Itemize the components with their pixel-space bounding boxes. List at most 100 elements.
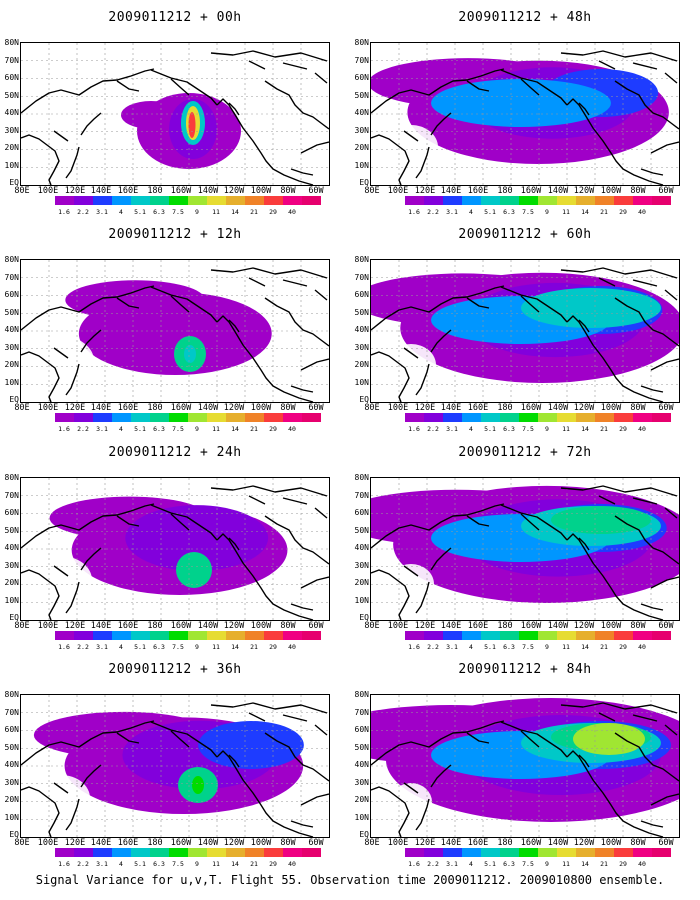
latitude-label: 60N — [4, 290, 19, 299]
colorbar-label: 5.1 — [484, 643, 496, 651]
map-panel: 2009011212 + 00h 80N 70N 60N 50N 40N 30N 20N 10… — [0, 0, 350, 222]
colorbar-swatch — [207, 848, 226, 857]
colorbar-label: 5.1 — [134, 860, 146, 868]
colorbar-label: 9 — [195, 425, 199, 433]
colorbar-swatch — [519, 196, 538, 205]
colorbar-swatch — [576, 196, 595, 205]
longitude-label: 120E — [64, 621, 86, 631]
longitude-label: 120E — [64, 186, 86, 196]
colorbar-label: 3.1 — [446, 643, 458, 651]
colorbar-label: 21 — [250, 208, 258, 216]
colorbar-swatch — [595, 196, 614, 205]
colorbar-label: 6.3 — [153, 425, 165, 433]
colorbar-swatch — [462, 631, 481, 640]
latitude-label: 80N — [4, 255, 19, 264]
latitude-label: 80N — [354, 473, 369, 482]
colorbar-label: 29 — [619, 425, 627, 433]
latitude-label: 70N — [354, 55, 369, 65]
colorbar-label: 11 — [562, 425, 570, 433]
colorbar-swatch — [93, 196, 112, 205]
colorbar-swatch — [207, 413, 226, 422]
latitude-label: 60N — [354, 508, 369, 517]
colorbar-label: 4 — [119, 643, 123, 651]
colorbar-swatch — [283, 413, 302, 422]
longitude-label: 160E — [117, 621, 139, 631]
colorbar-label: 7.5 — [522, 425, 534, 433]
longitude-label: 180 — [497, 621, 513, 631]
colorbar-label: 40 — [288, 425, 296, 433]
latitude-label: EQ — [9, 178, 19, 187]
colorbar-label: 6.3 — [153, 860, 165, 868]
colorbar-swatch — [283, 196, 302, 205]
colorbar-swatch — [226, 631, 245, 640]
longitude-label: 120E — [414, 838, 436, 848]
colorbar-swatch — [557, 631, 576, 640]
latitude-label: 50N — [4, 307, 19, 317]
longitude-label: 180 — [147, 186, 163, 196]
latitude-label: 10N — [354, 160, 369, 170]
variance-map — [370, 259, 680, 403]
colorbar-swatch — [443, 196, 462, 205]
colorbar-label: 11 — [212, 425, 220, 433]
longitude-label: 160E — [467, 838, 489, 848]
latitude-label: EQ — [359, 830, 369, 839]
latitude-label: 70N — [4, 272, 19, 282]
latitude-label: 10N — [354, 377, 369, 387]
longitude-label: 120W — [223, 186, 245, 196]
colorbar-swatch — [93, 848, 112, 857]
latitude-label: 60N — [4, 725, 19, 734]
latitude-label: 10N — [4, 377, 19, 387]
colorbar-label: 14 — [581, 860, 589, 868]
longitude-label: 100W — [250, 403, 272, 413]
latitude-label: 60N — [354, 290, 369, 299]
longitude-label: 100E — [387, 403, 409, 413]
colorbar-label: 40 — [638, 860, 646, 868]
colorbar-label: 9 — [545, 860, 549, 868]
variance-map — [20, 694, 330, 838]
panel-title: 2009011212 + 48h — [458, 10, 592, 25]
colorbar-swatch — [55, 631, 74, 640]
longitude-label: 140W — [197, 186, 219, 196]
colorbar-label: 14 — [231, 425, 239, 433]
colorbar-label: 21 — [250, 425, 258, 433]
longitude-label: 180 — [497, 838, 513, 848]
colorbar-label: 21 — [600, 425, 608, 433]
colorbar-label: 11 — [562, 643, 570, 651]
colorbar-label: 5.1 — [484, 860, 496, 868]
variance-map — [20, 42, 330, 186]
colorbar-swatch — [55, 848, 74, 857]
colorbar-label: 11 — [212, 643, 220, 651]
longitude-label: 60W — [308, 403, 324, 413]
longitude-label: 160E — [117, 838, 139, 848]
latitude-label: 50N — [354, 90, 369, 100]
colorbar-label: 14 — [581, 425, 589, 433]
colorbar-label: 21 — [600, 643, 608, 651]
map-panel: 2009011212 + 60h 80N 70N 60N 50N 40N 30N 20N 10… — [350, 217, 700, 439]
colorbar-label: 6.3 — [503, 860, 515, 868]
colorbar-swatch — [302, 631, 321, 640]
longitude-label: 80W — [630, 403, 646, 413]
colorbar-swatch — [55, 413, 74, 422]
latitude-label: 20N — [354, 795, 369, 804]
longitude-label: 180 — [497, 186, 513, 196]
latitude-label: EQ — [9, 613, 19, 622]
colorbar-swatch — [595, 631, 614, 640]
colorbar-label: 40 — [288, 643, 296, 651]
colorbar-swatch — [405, 631, 424, 640]
colorbar-swatch — [264, 196, 283, 205]
panel-title: 2009011212 + 12h — [108, 227, 242, 242]
colorbar-label: 4 — [469, 425, 473, 433]
colorbar-label: 2.2 — [427, 643, 439, 651]
colorbar-label: 29 — [619, 208, 627, 216]
colorbar-label: 29 — [619, 860, 627, 868]
colorbar-swatch — [538, 196, 557, 205]
longitude-label: 60W — [658, 621, 674, 631]
colorbar — [405, 196, 671, 205]
colorbar-label: 1.6 — [58, 425, 70, 433]
colorbar — [55, 848, 321, 857]
colorbar — [405, 413, 671, 422]
latitude-label: 20N — [354, 360, 369, 369]
colorbar-label: 9 — [545, 643, 549, 651]
colorbar-label: 6.3 — [503, 208, 515, 216]
colorbar-label: 6.3 — [153, 208, 165, 216]
